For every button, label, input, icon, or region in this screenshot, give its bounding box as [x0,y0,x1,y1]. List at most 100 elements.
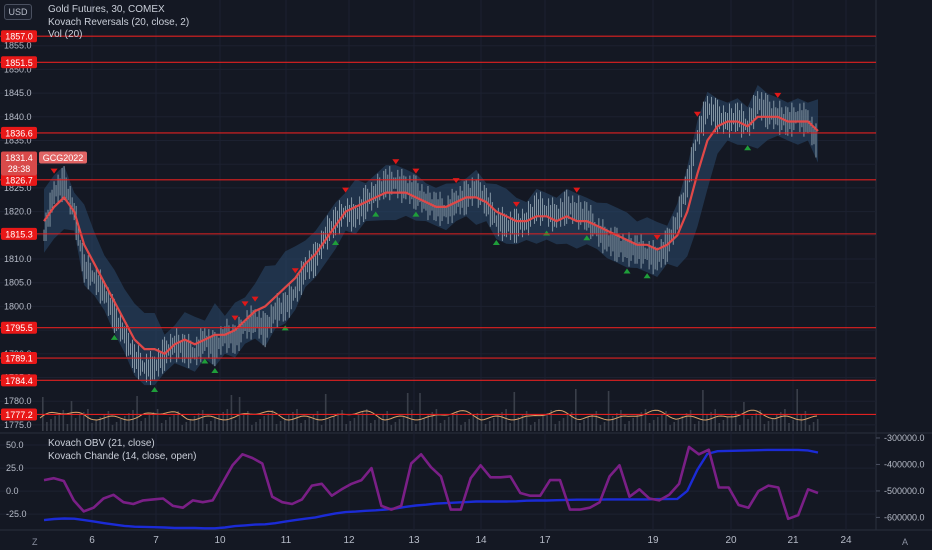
volume-bar [197,413,200,431]
volume-bar [788,423,790,431]
indicator-label-chande[interactable]: Kovach Chande (14, close, open) [48,451,197,462]
auto-scale-icon[interactable]: A [902,537,909,547]
volume-bar [632,418,634,431]
volume-bar [431,412,434,431]
level-badge-label: 1784.4 [5,376,33,386]
volume-bar [398,419,401,431]
volume-bar [808,425,811,431]
volume-bar [722,420,725,431]
volume-bar [320,425,323,431]
volume-bar [296,409,298,431]
volume-bar [702,390,704,431]
volume-bar [234,420,237,431]
moving-average-line [43,115,819,356]
reversal-up-marker [151,386,159,392]
reversal-down-marker [251,296,259,302]
volume-bar [529,425,532,431]
volume-bar [160,423,163,431]
volume-bar [591,414,593,431]
volume-bar [550,410,552,431]
level-badge [1,227,37,240]
volume-bar [484,424,487,431]
volume-bar [247,411,249,431]
volume-bar [411,410,413,431]
y-tick-label: 1820.0 [4,207,32,217]
y-tick-label: 1780.0 [4,396,32,406]
volume-bar [169,417,171,431]
indicator-label-volume[interactable]: Vol (20) [48,29,83,40]
y-tick-label: 1800.0 [4,301,32,311]
volume-bar [734,411,737,431]
level-badge-label: 1789.1 [5,354,33,364]
volume-bar [87,409,89,431]
volume-bar [538,419,540,431]
y-tick-label: 1855.0 [4,41,32,51]
volume-bar [390,425,393,431]
volume-bar [698,421,700,431]
level-badge [1,56,37,69]
volume-bar [74,418,77,431]
volume-bar [710,412,712,431]
x-tick-label: 19 [647,535,659,546]
sub-y-tick-right: -400000.0 [884,459,925,469]
volume-bar [333,416,335,431]
volume-bar [435,409,438,431]
volume-bar [304,420,306,431]
sub-y-tick-left: -25.0 [6,509,27,519]
contract-badge [39,151,87,164]
x-tick-label: 21 [787,535,799,546]
volume-bar [603,422,606,431]
reversal-down-marker [693,111,701,117]
reversal-down-marker [573,187,581,193]
current-price-badge [1,151,37,176]
reversal-up-marker [201,358,209,364]
volume-bar [636,415,639,431]
level-badge [1,30,37,43]
reversal-down-marker [342,187,350,193]
volume-bar [447,417,450,431]
timezone-icon[interactable]: Z [32,537,38,547]
volume-bar [673,422,675,431]
reversal-down-marker [50,168,58,174]
volume-bar [546,413,548,431]
volume-bar [165,420,167,431]
volume-bar [230,395,233,431]
symbol-title[interactable]: Gold Futures, 30, COMEX [48,4,165,15]
volume-bar [427,415,429,431]
volume-bar [406,393,409,431]
volume-bar [521,414,524,431]
volume-bar [308,417,311,431]
volume-bar [509,423,511,431]
volume-bar [144,418,147,431]
x-tick-label: 24 [840,535,852,546]
volume-bar [99,417,101,431]
volume-bar [288,415,290,431]
volume-bar [706,415,708,431]
currency-button[interactable]: USD [4,4,32,20]
volume-bar [337,413,339,431]
volume-bar [648,423,651,431]
volume-bar [329,419,331,431]
volume-bar [780,412,782,431]
volume-bar [316,411,319,431]
volume-bar [83,412,85,431]
volume-bar [525,411,528,431]
volume-bar [222,412,224,431]
volume-bar [464,422,466,431]
sub-y-tick-right: -300000.0 [884,433,925,443]
volume-bar [115,422,118,431]
level-badge-label: 1857.0 [5,32,33,42]
indicator-label-obv[interactable]: Kovach OBV (21, close) [48,438,155,449]
reversal-up-marker [211,368,219,374]
level-badge [1,374,37,387]
indicator-label-reversals[interactable]: Kovach Reversals (20, close, 2) [48,17,190,28]
x-tick-label: 11 [281,535,292,546]
volume-bar [792,420,794,431]
volume-bar [624,424,626,431]
y-tick-label: 1825.0 [4,183,32,193]
volume-bar [755,413,757,431]
reversal-up-marker [623,268,631,274]
x-tick-label: 7 [153,535,159,546]
